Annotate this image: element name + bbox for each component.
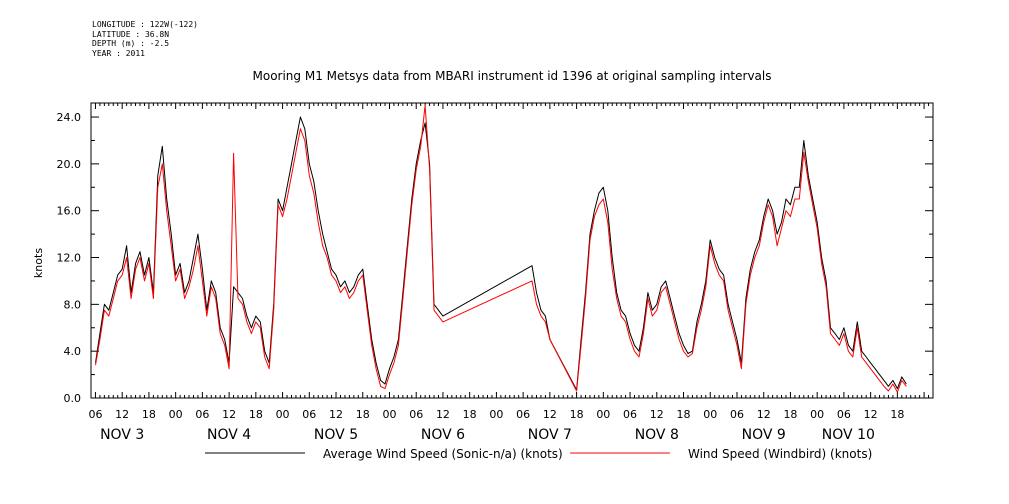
x-tick-label: 12 [115,408,129,421]
x-day-label: NOV 8 [635,427,679,443]
x-tick-label: 00 [382,408,396,421]
x-day-label: NOV 4 [207,427,251,443]
x-tick-label: 06 [195,408,209,421]
x-tick-label: 12 [650,408,664,421]
x-tick-label: 18 [570,408,584,421]
x-day-label: NOV 3 [100,427,144,443]
series-layer [95,104,907,393]
y-tick-label: 0.0 [64,392,82,405]
x-tick-label: 06 [516,408,530,421]
x-tick-label: 06 [302,408,316,421]
plot-axes: 0.0 4.0 8.0 12.0 16.0 20.0 24.0 06 12 18 00 06 12 18 0… [57,102,934,443]
x-tick-label: 00 [810,408,824,421]
year-text: YEAR : 2011 [92,48,145,58]
x-tick-label: 12 [543,408,557,421]
x-tick-label: 00 [276,408,290,421]
y-tick-label: 20.0 [57,158,82,171]
x-tick-label: 00 [703,408,717,421]
x-tick-label: 00 [489,408,503,421]
chart-title: Mooring M1 Metsys data from MBARI instru… [253,69,772,83]
x-tick-label: 12 [757,408,771,421]
x-tick-label: 12 [222,408,236,421]
latitude-text: LATITUDE : 36.8N [92,29,170,39]
x-day-label: NOV 9 [742,427,786,443]
x-tick-label: 18 [356,408,370,421]
longitude-text: LONGITUDE : 122W(-122) [92,20,198,29]
x-day-label: NOV 6 [421,427,465,443]
x-tick-label: 18 [677,408,691,421]
y-axis-label: knots [32,248,45,278]
x-tick-label: 12 [864,408,878,421]
series-line-average-wind [95,116,907,391]
x-day-label: NOV 5 [314,427,358,443]
x-tick-label: 06 [88,408,102,421]
x-tick-label: 12 [436,408,450,421]
x-tick-label: 06 [623,408,637,421]
x-tick-label: 12 [329,408,343,421]
y-tick-label: 16.0 [57,205,82,218]
x-tick-label: 18 [142,408,156,421]
x-tick-label: 06 [837,408,851,421]
x-tick-label: 18 [890,408,904,421]
x-tick-label: 18 [249,408,263,421]
x-tick-label: 18 [783,408,797,421]
x-day-label: NOV 7 [528,427,572,443]
x-tick-label: 18 [463,408,477,421]
y-tick-label: 12.0 [57,252,82,265]
legend: Average Wind Speed (Sonic-n/a) (knots) W… [205,447,872,461]
x-tick-label: 00 [169,408,183,421]
legend-label-average-wind: Average Wind Speed (Sonic-n/a) (knots) [323,447,563,461]
x-tick-label: 00 [596,408,610,421]
x-day-label: NOV 10 [822,427,875,443]
y-tick-label: 4.0 [64,345,82,358]
x-tick-label: 06 [730,408,744,421]
y-tick-label: 8.0 [64,298,82,311]
series-line-windbird [95,104,907,393]
y-tick-label: 24.0 [57,111,82,124]
plot-frame [90,102,934,399]
legend-label-windbird: Wind Speed (Windbird) (knots) [688,447,872,461]
metadata-block: LONGITUDE : 122W(-122) LATITUDE : 36.8N … [92,20,198,58]
x-tick-label: 06 [409,408,423,421]
depth-text: DEPTH (m) : -2.5 [92,39,170,48]
